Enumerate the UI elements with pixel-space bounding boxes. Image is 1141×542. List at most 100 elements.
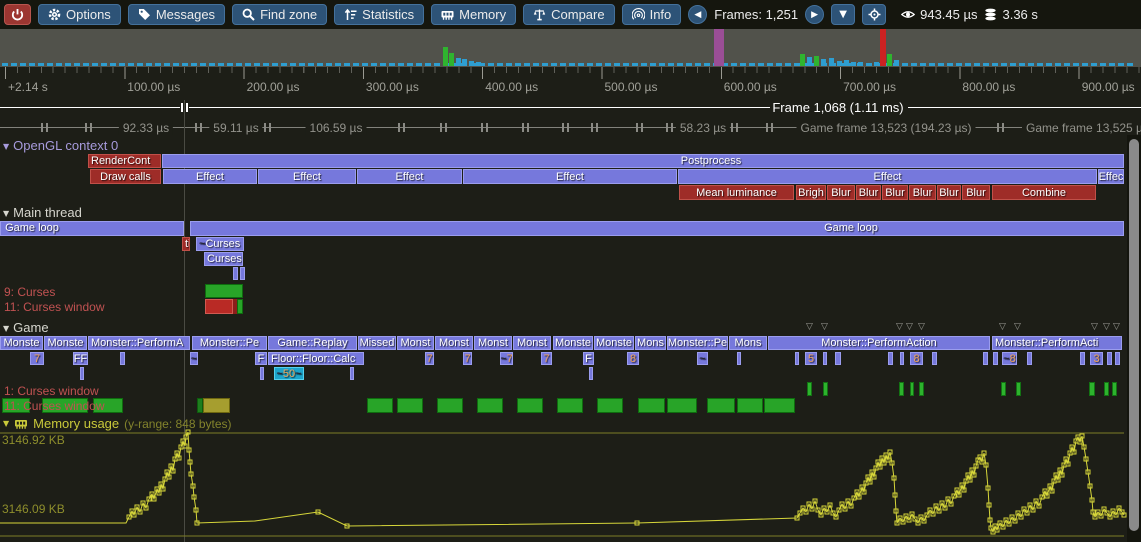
zone[interactable]: Monster::PerformAction	[768, 336, 990, 350]
zone[interactable]	[993, 352, 998, 365]
lock-bar[interactable]	[638, 398, 665, 413]
zone[interactable]: 8	[627, 352, 639, 365]
zone[interactable]	[835, 352, 841, 365]
lock-bar[interactable]	[233, 299, 237, 314]
zone[interactable]: 7	[425, 352, 434, 365]
zone[interactable]: Game loop	[0, 221, 184, 236]
messages-button[interactable]: Messages	[127, 4, 226, 25]
zone[interactable]: Combine	[992, 185, 1096, 200]
zone[interactable]: ti	[182, 237, 190, 251]
time-axis[interactable]: +2.14 s 100.00 µs 200.00 µs 300.00 µs 400.00…	[0, 67, 1141, 98]
next-frame-button[interactable]: ▶	[805, 5, 825, 24]
zone[interactable]: Effect	[678, 169, 1097, 184]
lock-bar[interactable]	[1016, 382, 1021, 396]
vertical-scrollbar-thumb[interactable]	[1129, 139, 1139, 531]
frame-bar[interactable]	[874, 62, 879, 66]
zone[interactable]: Game loop	[190, 221, 1124, 236]
zone[interactable]	[795, 352, 799, 365]
lock-bar[interactable]	[1104, 382, 1109, 396]
zone[interactable]	[823, 352, 827, 365]
zone[interactable]: Monste	[553, 336, 593, 350]
zone[interactable]	[737, 352, 741, 365]
zone[interactable]: Monst	[474, 336, 512, 350]
zone[interactable]: Monst	[435, 336, 473, 350]
zone[interactable]: Postprocess	[162, 154, 1124, 168]
options-button[interactable]: Options	[38, 4, 121, 25]
message-marker-icon[interactable]: ▽	[1103, 322, 1110, 332]
lock-bar[interactable]	[899, 382, 904, 396]
zone[interactable]	[80, 367, 84, 380]
zone[interactable]: Effect	[357, 169, 462, 184]
lock-bar[interactable]	[437, 398, 463, 413]
zone[interactable]	[589, 367, 593, 380]
zone[interactable]: FF	[73, 352, 88, 365]
zone[interactable]: Monst	[513, 336, 551, 350]
message-marker-icon[interactable]: ▽	[906, 322, 913, 332]
frame-bar[interactable]	[469, 61, 474, 66]
zone[interactable]: Monste	[44, 336, 87, 350]
zone[interactable]: Blur	[856, 185, 881, 200]
zone[interactable]: 7	[463, 352, 472, 365]
zone[interactable]	[983, 352, 988, 365]
opengl-context-header[interactable]: ▼ OpenGL context 0	[3, 138, 118, 153]
frame-bar[interactable]	[858, 62, 863, 66]
zone[interactable]: ~	[190, 352, 198, 365]
frame-bar[interactable]	[851, 62, 856, 66]
frame-bar[interactable]	[894, 60, 899, 66]
frame-bar[interactable]	[887, 54, 892, 66]
lock-bar[interactable]	[205, 284, 243, 298]
frame-bar[interactable]	[800, 54, 805, 66]
zone[interactable]: 7	[541, 352, 552, 365]
lock-bar[interactable]	[1112, 382, 1117, 396]
message-marker-icon[interactable]: ▽	[806, 322, 813, 332]
frame-bar[interactable]	[714, 29, 724, 66]
message-marker-icon[interactable]: ▽	[1014, 322, 1021, 332]
zone[interactable]: Mons	[729, 336, 767, 350]
lock-bar[interactable]	[237, 299, 243, 314]
lock-bar[interactable]	[367, 398, 393, 413]
main-thread-header[interactable]: ▼ Main thread	[3, 205, 82, 220]
zone[interactable]: Draw calls	[90, 169, 161, 184]
zone[interactable]: Effec	[1098, 169, 1124, 184]
zone[interactable]	[1027, 352, 1032, 365]
zone[interactable]	[233, 267, 238, 280]
zone[interactable]	[260, 367, 264, 380]
game-thread-header[interactable]: ▼ Game	[3, 320, 49, 335]
lock-bar[interactable]	[2, 398, 30, 413]
frame-histogram[interactable]	[0, 29, 1141, 67]
prev-frame-button[interactable]: ◀	[688, 5, 708, 24]
zone[interactable]	[240, 267, 245, 280]
zone[interactable]: F	[255, 352, 267, 365]
zone[interactable]: ~50 ~	[274, 367, 304, 380]
lock-bar[interactable]	[1089, 382, 1095, 396]
info-button[interactable]: Info	[621, 4, 682, 25]
frame-bar[interactable]	[807, 57, 812, 66]
find-zone-button[interactable]: Find zone	[232, 4, 328, 25]
goto-frame-button[interactable]	[862, 4, 887, 25]
memory-button[interactable]: Memory	[431, 4, 517, 25]
message-marker-icon[interactable]: ▽	[1091, 322, 1098, 332]
message-marker-icon[interactable]: ▽	[1113, 322, 1120, 332]
zone[interactable]: Effect	[463, 169, 677, 184]
frame-set-dropdown-button[interactable]: ▼	[831, 4, 856, 25]
message-marker-icon[interactable]: ▽	[821, 322, 828, 332]
frame-bar[interactable]	[456, 58, 461, 66]
zone[interactable]: Game::Replay	[268, 336, 357, 350]
zone[interactable]: Monster::Pe	[192, 336, 267, 350]
zone[interactable]: Mons	[635, 336, 666, 350]
zone[interactable]: F	[583, 352, 594, 365]
zone[interactable]	[120, 352, 125, 365]
zone[interactable]	[1107, 352, 1112, 365]
lock-bar[interactable]	[93, 398, 123, 413]
zone[interactable]: Floor::Floor::Calc	[268, 352, 364, 365]
lock-bar[interactable]	[737, 398, 763, 413]
zone[interactable]	[888, 352, 893, 365]
statistics-button[interactable]: Statistics	[334, 4, 425, 25]
zone[interactable]: ~7	[500, 352, 513, 365]
power-button[interactable]	[4, 4, 31, 25]
frame-bar[interactable]	[814, 56, 819, 66]
lock-bar[interactable]	[807, 382, 812, 396]
frame-bar[interactable]	[821, 59, 826, 66]
lock-bar[interactable]	[823, 382, 828, 396]
lock-bar[interactable]	[707, 398, 735, 413]
